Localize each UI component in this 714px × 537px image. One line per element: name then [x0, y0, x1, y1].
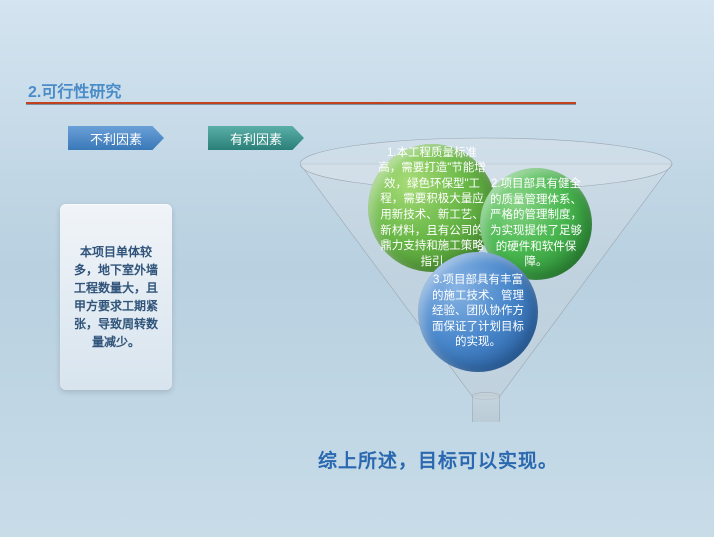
tag-positive: 有利因素	[208, 126, 304, 150]
negative-factor-box: 本项目单体较多，地下室外墙工程数量大，且甲方要求工期紧张，导致周转数量减少。	[60, 204, 172, 390]
negative-factor-text: 本项目单体较多，地下室外墙工程数量大，且甲方要求工期紧张，导致周转数量减少。	[70, 243, 162, 351]
tag-negative: 不利因素	[68, 126, 164, 150]
divider-bottom	[26, 104, 576, 105]
tag-positive-label: 有利因素	[230, 129, 282, 148]
positive-factor-circle-3: 3.项目部具有丰富的施工技术、管理经验、团队协作方面保证了计划目标的实现。	[418, 252, 538, 372]
section-title: 2.可行性研究	[28, 78, 121, 102]
tag-negative-label: 不利因素	[90, 129, 142, 148]
funnel-diagram: 1.本工程质量标准高，需要打造"节能增效，绿色环保型"工程，需要积极大量应用新技…	[300, 134, 690, 434]
positive-factor-3-text: 3.项目部具有丰富的施工技术、管理经验、团队协作方面保证了计划目标的实现。	[428, 273, 528, 351]
positive-factor-2-text: 2.项目部具有健全的质量管理体系、严格的管理制度，为实现提供了足够的硬件和软件保…	[490, 177, 582, 270]
conclusion-text: 综上所述，目标可以实现。	[318, 446, 558, 473]
funnel-stem	[472, 396, 500, 422]
